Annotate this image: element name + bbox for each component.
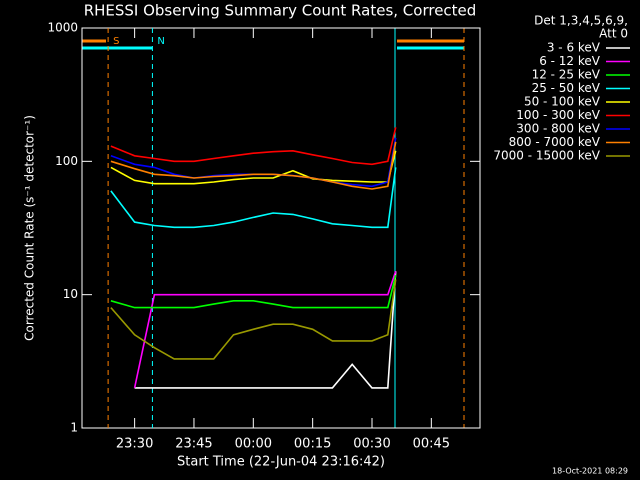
x-axis-label: Start Time (22-Jun-04 23:16:42) (177, 455, 385, 470)
legend-label: 800 - 7000 keV (509, 135, 601, 149)
legend-header: Att 0 (599, 27, 628, 41)
series-line (110, 150, 397, 185)
series-line (134, 271, 397, 389)
y-tick-label: 1000 (47, 21, 78, 35)
x-tick-label: 00:45 (413, 437, 450, 452)
legend-label: 300 - 800 keV (516, 122, 600, 136)
series-line (133, 270, 397, 389)
legend-label: 100 - 300 keV (516, 108, 600, 122)
x-tick-label: 00:00 (235, 437, 272, 452)
y-tick-label: 100 (55, 154, 78, 168)
timestamp: 18-Oct-2021 08:29 (552, 467, 628, 476)
y-tick-label: 1 (70, 421, 78, 435)
legend-label: 25 - 50 keV (532, 81, 601, 95)
legend-label: 12 - 25 keV (532, 68, 601, 82)
chart-title: RHESSI Observing Summary Count Rates, Co… (84, 2, 477, 20)
plot-frame (81, 27, 481, 429)
series-line (110, 279, 397, 360)
x-tick-label: 00:15 (294, 437, 331, 452)
x-tick-label: 23:30 (116, 437, 153, 452)
annotation-label: S (113, 36, 119, 47)
series-line (110, 127, 397, 166)
legend-label: 3 - 6 keV (547, 41, 601, 55)
legend-header: Det 1,3,4,5,6,9, (534, 14, 628, 28)
legend-label: 50 - 100 keV (524, 95, 601, 109)
y-tick-label: 10 (63, 287, 78, 301)
y-axis-label: Corrected Count Rate (s⁻¹ detector⁻¹) (23, 115, 37, 341)
series-line (110, 167, 397, 229)
legend-label: 7000 - 15000 keV (493, 149, 600, 163)
annotation-label: N (157, 36, 164, 47)
series-line (110, 275, 397, 309)
series-line (110, 141, 397, 190)
x-tick-label: 00:30 (353, 437, 390, 452)
x-tick-label: 23:45 (175, 437, 212, 452)
legend-label: 6 - 12 keV (539, 54, 601, 68)
